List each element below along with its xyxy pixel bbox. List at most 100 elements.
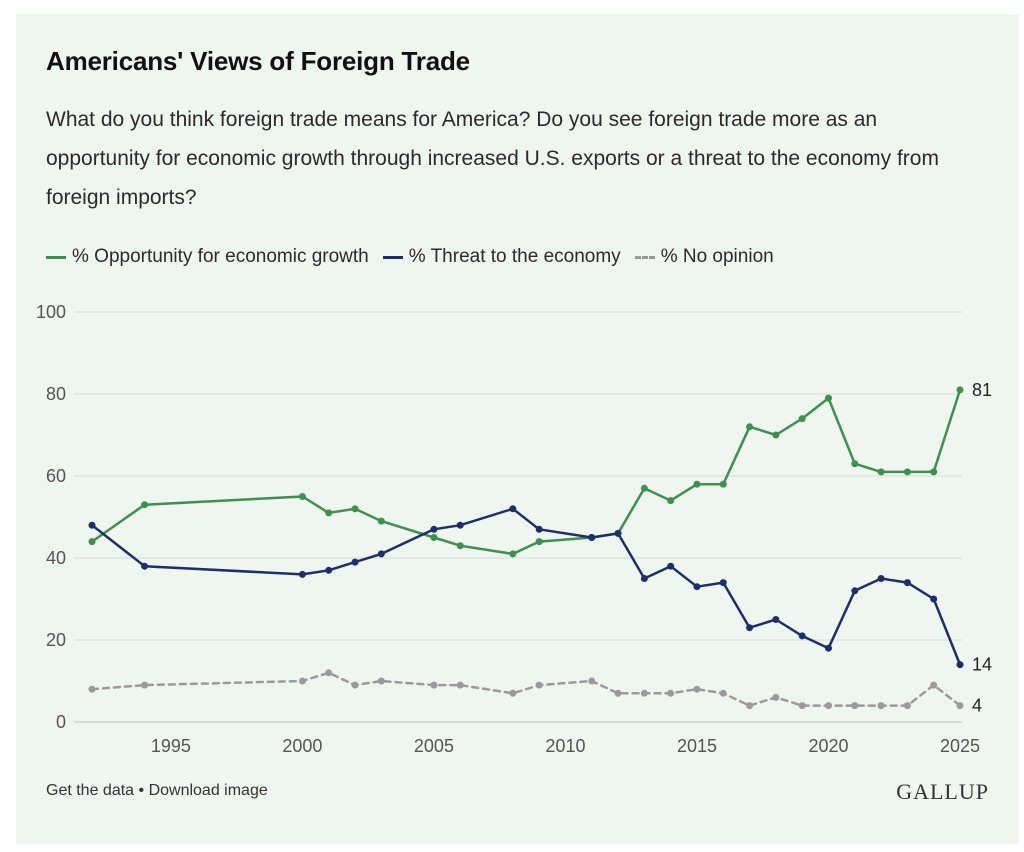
data-point-no_opinion-2000: [298, 677, 306, 685]
end-label-no_opinion: 4: [972, 696, 982, 716]
data-point-threat-2023: [903, 579, 911, 587]
legend-swatch-opportunity: [46, 255, 66, 259]
data-point-opportunity-2018: [772, 431, 780, 439]
data-point-threat-2003: [377, 550, 385, 558]
legend-item-opportunity: % Opportunity for economic growth: [46, 246, 369, 268]
data-point-opportunity-2023: [903, 468, 911, 476]
data-point-threat-2022: [877, 575, 885, 582]
data-point-opportunity-1992: [88, 538, 96, 546]
data-point-no_opinion-2019: [798, 702, 806, 710]
data-point-no_opinion-2018: [772, 693, 780, 701]
series-line-threat: [90, 507, 962, 666]
data-point-no_opinion-2005: [430, 681, 438, 689]
data-point-no_opinion-2013: [640, 689, 648, 697]
x-tick-label-1995: 1995: [151, 736, 191, 756]
data-point-opportunity-2001: [325, 509, 333, 517]
legend-swatch-threat: [382, 255, 403, 259]
x-tick-label-2000: 2000: [282, 736, 322, 756]
data-point-no_opinion-2009: [535, 681, 543, 689]
survey-question: What do you think foreign trade means fo…: [46, 108, 939, 209]
y-tick-label-20: 20: [46, 630, 66, 650]
data-point-no_opinion-2014: [667, 689, 675, 697]
download-image-link[interactable]: Download image: [148, 782, 268, 799]
data-point-opportunity-2019: [798, 415, 806, 423]
data-point-no_opinion-2023: [903, 702, 911, 710]
data-point-threat-2019: [798, 632, 806, 640]
legend-item-threat: % Threat to the economy: [382, 246, 621, 268]
data-point-no_opinion-2001: [325, 669, 333, 677]
data-point-threat-2011: [588, 534, 596, 541]
data-point-threat-2017: [746, 624, 754, 632]
series-line-opportunity: [90, 388, 962, 556]
data-point-threat-2014: [667, 562, 675, 570]
data-point-no_opinion-2015: [693, 685, 701, 693]
data-point-threat-2012: [614, 529, 622, 537]
legend-item-no-opinion: % No opinion: [634, 246, 774, 268]
legend-label-threat: % Threat to the economy: [408, 246, 621, 267]
data-point-no_opinion-2008: [509, 689, 517, 697]
y-tick-label-60: 60: [46, 466, 66, 486]
get-data-link[interactable]: Get the data: [46, 782, 135, 799]
data-point-threat-2020: [824, 644, 832, 652]
data-point-threat-2006: [456, 521, 464, 529]
line-chart: 0 20 40 60 80 100 1995 2000 2005 2010 2015 2020 2025…: [36, 302, 992, 756]
y-tick-label-100: 100: [36, 302, 66, 322]
data-point-opportunity-2013: [640, 484, 648, 492]
data-point-opportunity-2021: [851, 460, 859, 468]
data-point-opportunity-2020: [824, 394, 832, 402]
x-tick-label-2010: 2010: [545, 736, 585, 756]
data-point-opportunity-2005: [430, 534, 438, 541]
data-point-opportunity-2000: [298, 493, 306, 500]
data-point-threat-2021: [851, 587, 859, 595]
y-tick-label-40: 40: [46, 548, 66, 568]
data-point-opportunity-2025: [956, 386, 964, 394]
data-point-no_opinion-1992: [88, 685, 96, 693]
data-point-threat-2024: [930, 595, 938, 603]
data-point-no_opinion-2016: [719, 689, 727, 697]
chart-legend: % Opportunity for economic growth % Thre…: [46, 246, 774, 268]
data-point-opportunity-2022: [877, 468, 885, 476]
x-tick-label-2020: 2020: [808, 736, 848, 756]
data-point-no_opinion-2021: [851, 702, 859, 710]
data-point-threat-2008: [509, 505, 517, 513]
data-point-threat-2013: [640, 575, 648, 582]
x-tick-label-2005: 2005: [414, 736, 454, 756]
data-point-opportunity-2015: [693, 480, 701, 488]
series-line-no_opinion: [90, 671, 962, 707]
data-point-no_opinion-2012: [614, 689, 622, 697]
gallup-logo: GALLUP: [896, 779, 989, 804]
x-tick-label-2015: 2015: [677, 736, 717, 756]
data-point-threat-2016: [719, 579, 727, 587]
data-point-threat-2009: [535, 525, 543, 533]
data-point-no_opinion-2020: [824, 702, 832, 710]
end-label-opportunity: 81: [972, 380, 992, 400]
data-point-no_opinion-2011: [588, 677, 596, 685]
data-point-threat-2002: [351, 558, 359, 566]
legend-swatch-no-opinion: [634, 255, 655, 259]
data-point-no_opinion-2022: [877, 702, 885, 710]
data-point-threat-2015: [693, 583, 701, 591]
data-point-opportunity-2014: [667, 497, 675, 505]
data-point-opportunity-2006: [456, 542, 464, 550]
end-label-threat: 14: [972, 655, 992, 675]
data-point-threat-2001: [325, 566, 333, 574]
data-point-threat-1992: [88, 521, 96, 529]
data-point-no_opinion-2002: [351, 681, 359, 689]
data-point-opportunity-2008: [509, 550, 517, 558]
chart-footer: Get the data • Download image: [46, 782, 268, 800]
data-point-threat-2000: [298, 570, 306, 578]
y-tick-label-0: 0: [56, 712, 66, 732]
data-point-opportunity-2002: [351, 505, 359, 513]
data-point-no_opinion-2003: [377, 677, 385, 685]
footer-separator: •: [134, 782, 149, 799]
legend-label-opportunity: % Opportunity for economic growth: [72, 246, 369, 267]
data-point-opportunity-2009: [535, 538, 543, 546]
data-point-no_opinion-2017: [746, 702, 754, 710]
data-point-no_opinion-2025: [956, 702, 964, 710]
chart-card: Americans' Views of Foreign Trade What d…: [16, 14, 1019, 844]
data-point-opportunity-2017: [746, 423, 754, 431]
data-point-opportunity-2024: [930, 468, 938, 476]
data-point-opportunity-2003: [377, 517, 385, 525]
data-point-no_opinion-2006: [456, 681, 464, 689]
data-point-opportunity-2016: [719, 480, 727, 488]
